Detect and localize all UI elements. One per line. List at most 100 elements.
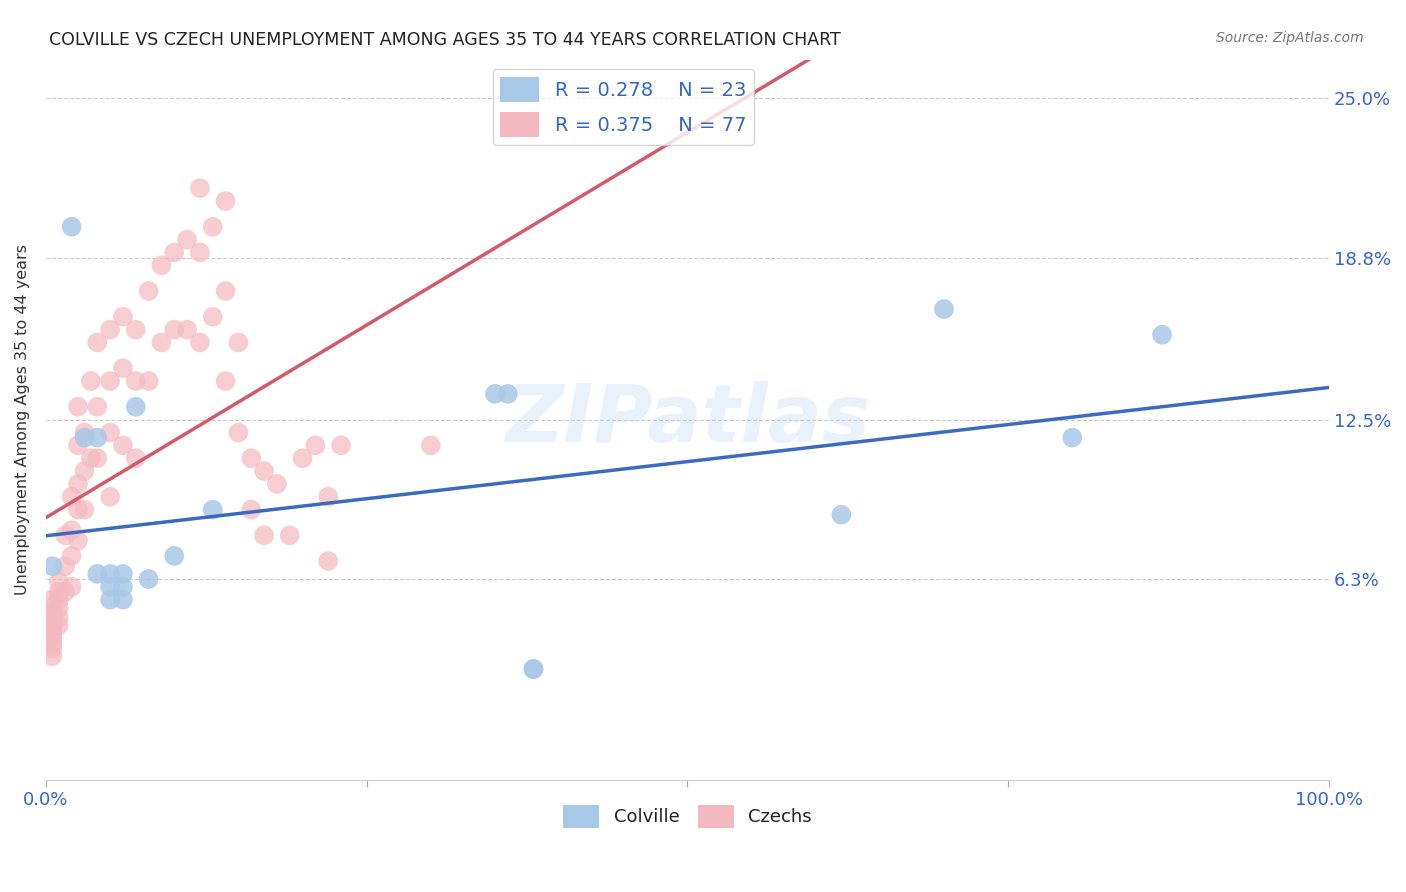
Point bbox=[163, 323, 186, 337]
Point bbox=[176, 323, 198, 337]
Point bbox=[48, 618, 70, 632]
Point bbox=[111, 580, 134, 594]
Point bbox=[201, 502, 224, 516]
Point bbox=[67, 533, 90, 548]
Point bbox=[48, 592, 70, 607]
Point bbox=[98, 374, 121, 388]
Point bbox=[111, 592, 134, 607]
Point bbox=[201, 310, 224, 324]
Point bbox=[41, 641, 63, 656]
Point bbox=[125, 400, 148, 414]
Point bbox=[53, 559, 76, 574]
Point bbox=[98, 425, 121, 440]
Point bbox=[150, 258, 173, 272]
Point bbox=[419, 438, 441, 452]
Point bbox=[111, 438, 134, 452]
Point bbox=[163, 549, 186, 563]
Point bbox=[214, 194, 236, 208]
Point bbox=[830, 508, 852, 522]
Point bbox=[1062, 431, 1084, 445]
Point bbox=[125, 451, 148, 466]
Point bbox=[316, 490, 339, 504]
Point bbox=[228, 425, 250, 440]
Point bbox=[278, 528, 301, 542]
Point bbox=[67, 476, 90, 491]
Point bbox=[522, 662, 544, 676]
Point bbox=[53, 585, 76, 599]
Point bbox=[48, 610, 70, 624]
Point bbox=[41, 600, 63, 615]
Point bbox=[86, 451, 108, 466]
Point bbox=[53, 528, 76, 542]
Text: COLVILLE VS CZECH UNEMPLOYMENT AMONG AGES 35 TO 44 YEARS CORRELATION CHART: COLVILLE VS CZECH UNEMPLOYMENT AMONG AGE… bbox=[49, 31, 841, 49]
Y-axis label: Unemployment Among Ages 35 to 44 years: Unemployment Among Ages 35 to 44 years bbox=[15, 244, 30, 595]
Point bbox=[73, 431, 96, 445]
Point bbox=[48, 585, 70, 599]
Point bbox=[73, 425, 96, 440]
Point bbox=[60, 549, 83, 563]
Point bbox=[291, 451, 314, 466]
Point bbox=[111, 310, 134, 324]
Point bbox=[125, 323, 148, 337]
Point bbox=[48, 600, 70, 615]
Point bbox=[496, 387, 519, 401]
Point bbox=[98, 592, 121, 607]
Point bbox=[73, 464, 96, 478]
Point bbox=[60, 490, 83, 504]
Point bbox=[86, 566, 108, 581]
Point bbox=[80, 451, 103, 466]
Point bbox=[304, 438, 326, 452]
Point bbox=[41, 631, 63, 645]
Point bbox=[86, 431, 108, 445]
Point bbox=[80, 374, 103, 388]
Point bbox=[138, 572, 160, 586]
Point bbox=[228, 335, 250, 350]
Point bbox=[201, 219, 224, 234]
Point bbox=[41, 649, 63, 664]
Point bbox=[240, 451, 263, 466]
Text: Source: ZipAtlas.com: Source: ZipAtlas.com bbox=[1216, 31, 1364, 45]
Point bbox=[188, 335, 211, 350]
Point bbox=[98, 490, 121, 504]
Point bbox=[41, 626, 63, 640]
Text: ZIPatlas: ZIPatlas bbox=[505, 381, 870, 458]
Point bbox=[522, 662, 544, 676]
Point bbox=[86, 335, 108, 350]
Point bbox=[41, 559, 63, 574]
Point bbox=[253, 528, 276, 542]
Point bbox=[316, 554, 339, 568]
Point bbox=[150, 335, 173, 350]
Point bbox=[73, 502, 96, 516]
Point bbox=[214, 284, 236, 298]
Point bbox=[41, 610, 63, 624]
Point bbox=[111, 361, 134, 376]
Point bbox=[41, 606, 63, 620]
Point bbox=[188, 181, 211, 195]
Point bbox=[176, 233, 198, 247]
Point bbox=[48, 574, 70, 589]
Point bbox=[138, 374, 160, 388]
Point bbox=[240, 502, 263, 516]
Point bbox=[1152, 327, 1174, 342]
Point bbox=[98, 580, 121, 594]
Point bbox=[86, 400, 108, 414]
Point bbox=[484, 387, 506, 401]
Point bbox=[67, 502, 90, 516]
Point bbox=[214, 374, 236, 388]
Point bbox=[138, 284, 160, 298]
Legend: Colville, Czechs: Colville, Czechs bbox=[555, 797, 818, 836]
Point bbox=[111, 566, 134, 581]
Point bbox=[932, 301, 955, 316]
Point bbox=[41, 615, 63, 630]
Point bbox=[41, 621, 63, 635]
Point bbox=[41, 592, 63, 607]
Point bbox=[253, 464, 276, 478]
Point bbox=[41, 636, 63, 650]
Point bbox=[98, 566, 121, 581]
Point bbox=[67, 438, 90, 452]
Point bbox=[125, 374, 148, 388]
Point bbox=[60, 219, 83, 234]
Point bbox=[266, 476, 288, 491]
Point bbox=[60, 523, 83, 537]
Point bbox=[188, 245, 211, 260]
